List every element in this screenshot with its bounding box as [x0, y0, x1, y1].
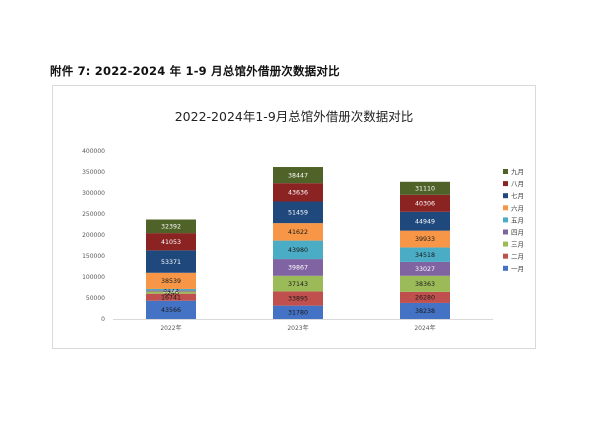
bar-segment	[146, 290, 196, 292]
bar-segment	[146, 219, 196, 234]
x-axis-category-label: 2022年	[160, 324, 181, 332]
legend-swatch	[503, 205, 508, 211]
data-label: 37143	[288, 281, 308, 288]
data-label: 53371	[161, 259, 181, 266]
y-axis-tick-label: 50000	[86, 295, 105, 302]
legend-entry: 一月	[511, 265, 524, 273]
bar-segment	[146, 272, 196, 289]
bar-segment	[400, 275, 450, 292]
data-label: 41622	[288, 229, 308, 236]
bar-segment	[400, 261, 450, 276]
legend-entry: 五月	[511, 216, 524, 224]
bar-segment	[400, 291, 450, 303]
bar-segment	[400, 302, 450, 319]
bar-segment	[273, 201, 323, 224]
data-label: 31110	[415, 186, 435, 193]
y-axis-tick-label: 150000	[82, 253, 105, 260]
bar-segment	[146, 293, 196, 301]
bar-segment	[273, 291, 323, 306]
legend-entry: 四月	[511, 229, 524, 237]
x-axis-category-label: 2024年	[414, 324, 435, 332]
y-axis-tick-label: 250000	[82, 211, 105, 218]
data-label: 34518	[415, 252, 435, 259]
legend-entry: 六月	[511, 203, 524, 212]
bar-segment	[146, 291, 196, 294]
data-label: 39933	[415, 236, 435, 243]
legend-swatch	[503, 265, 508, 271]
bar-segment	[273, 223, 323, 241]
data-label: 33895	[288, 296, 308, 303]
legend-entry: 九月	[511, 167, 524, 176]
legend-entry: 八月	[511, 180, 524, 188]
data-label: 5240	[163, 290, 179, 297]
y-axis-tick-label: 350000	[82, 169, 105, 176]
data-label: 51459	[288, 210, 308, 217]
legend-swatch	[503, 217, 508, 223]
legend-entry: 二月	[511, 253, 524, 261]
data-label: 38238	[415, 308, 435, 315]
bar-segment	[146, 288, 196, 291]
bar-segment	[400, 194, 450, 212]
bar-segment	[273, 259, 323, 276]
bar-segment	[146, 300, 196, 319]
legend-swatch	[503, 181, 508, 187]
x-axis-category-label: 2023年	[287, 324, 308, 332]
bar-segment	[273, 305, 323, 319]
legend-entry: 七月	[511, 191, 524, 200]
legend-swatch	[503, 253, 508, 259]
stacked-bar-chart: 0 50000 100000 150000 200000 250000 300000 3500…	[82, 148, 524, 332]
data-label: 43980	[288, 247, 308, 254]
bar-segment	[273, 240, 323, 260]
data-label: 39867	[288, 265, 308, 272]
data-label: 38363	[415, 281, 435, 288]
legend-swatch	[503, 229, 508, 235]
data-label: 38539	[161, 278, 181, 285]
data-label: 44949	[415, 218, 435, 225]
data-label: 41053	[161, 239, 181, 246]
bar-segment	[146, 233, 196, 251]
data-label: 32392	[161, 224, 181, 231]
legend-entry: 三月	[511, 241, 524, 249]
data-label: 43636	[288, 190, 308, 197]
y-axis-tick-label: 200000	[82, 232, 105, 239]
data-label: 38447	[288, 172, 308, 179]
y-axis-tick-label: 400000	[82, 148, 105, 155]
chart-title: 2022-2024年1-9月总馆外借册次数据对比	[174, 109, 414, 124]
data-label: 40306	[415, 201, 435, 208]
bar-segment	[273, 167, 323, 184]
y-axis-tick-label: 0	[101, 316, 105, 323]
legend-swatch	[503, 241, 508, 247]
bar-segment	[400, 230, 450, 248]
data-label: 2790	[163, 288, 179, 295]
bar-segment	[400, 211, 450, 231]
data-label: 43566	[161, 307, 181, 314]
data-label: 26280	[415, 295, 435, 302]
bar-segment	[146, 250, 196, 273]
chart-frame: 2022-2024年1-9月总馆外借册次数据对比 0 50000 100000 150…	[52, 85, 536, 349]
bar-segment	[273, 183, 323, 202]
y-axis-tick-label: 100000	[82, 274, 105, 281]
bar-segment	[400, 181, 450, 195]
bar-segment	[400, 247, 450, 262]
data-label: 16741	[161, 294, 181, 301]
legend-swatch	[503, 169, 508, 174]
data-label: 3173	[163, 287, 179, 294]
legend-swatch	[503, 193, 508, 199]
data-label: 31780	[288, 310, 308, 317]
data-label: 33027	[415, 266, 435, 273]
y-axis-tick-label: 300000	[82, 190, 105, 197]
bar-segment	[273, 275, 323, 292]
appendix-caption: 附件 7: 2022-2024 年 1-9 月总馆外借册次数据对比	[50, 64, 340, 78]
